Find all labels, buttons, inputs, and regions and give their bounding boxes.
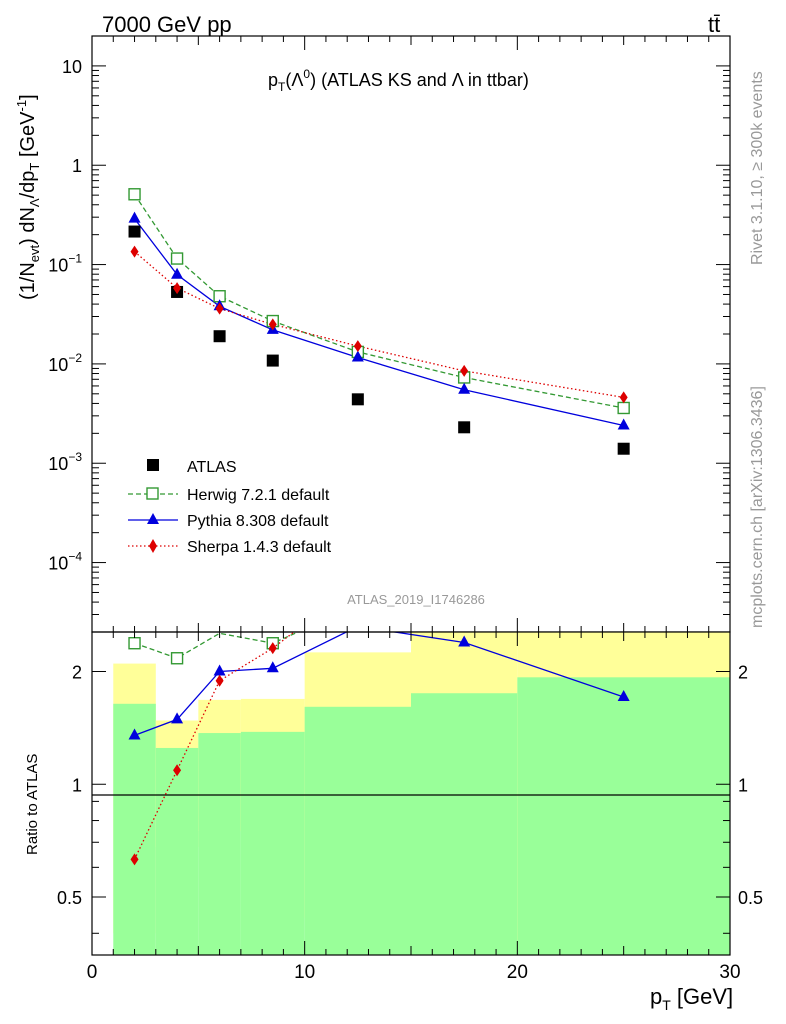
x-tick-label: 30: [719, 962, 740, 983]
main-point-sherpa: [130, 245, 139, 258]
main-y-tick-label: 10: [62, 57, 82, 77]
ratio-y-tick-label-left: 1: [72, 775, 82, 795]
x-axis-title: pT [GeV]: [650, 984, 733, 1013]
mcplots-label: mcplots.cern.ch [arXiv:1306.3436]: [749, 386, 766, 628]
main-y-tick-label: 10−4: [48, 550, 82, 574]
ratio-band-inner: [155, 747, 199, 955]
main-point-atlas: [213, 330, 226, 343]
ratio-bands-layer: [113, 632, 730, 955]
ratio-point-pythia: [458, 635, 471, 647]
legend-herwig-label: Herwig 7.2.1 default: [187, 487, 330, 504]
ratio-point-sherpa: [215, 674, 224, 687]
ratio-point-pythia: [617, 689, 630, 701]
ratio-point-sherpa: [268, 642, 277, 655]
header-process: tt̄: [708, 12, 720, 37]
legend-pythia-marker: [147, 513, 159, 524]
ratio-ticks: [91, 632, 731, 955]
ratio-point-sherpa: [130, 853, 139, 866]
legend-atlas-label: ATLAS: [187, 459, 237, 476]
ratio-band-inner: [517, 677, 730, 955]
legend-sherpa-marker: [149, 539, 157, 553]
main-series-layer: [128, 188, 630, 455]
main-point-sherpa: [173, 282, 182, 295]
ratio-y-tick-label-right: 1: [738, 775, 748, 795]
legend-pythia-label: Pythia 8.308 default: [187, 513, 329, 530]
main-line-herwig: [133, 193, 624, 409]
ratio-tick-labels: 0.5 0.51 12 20 10 20 30: [57, 663, 763, 983]
main-point-herwig: [128, 188, 141, 201]
main-point-sherpa: [353, 340, 362, 353]
main-point-herwig: [170, 252, 184, 265]
ratio-panel: 0.5 0.51 12 20 10 20 30 Ratio to ATLAS pT [GeV…: [24, 631, 763, 1013]
main-y-tick-labels: 10 1 10−1 10−2 10−3 10−4: [48, 57, 82, 574]
main-ticks: [91, 35, 731, 633]
ratio-y-tick-label-left: 0.5: [57, 888, 82, 908]
main-point-sherpa: [460, 364, 469, 377]
analysis-id: ATLAS_2019_I1746286: [347, 592, 485, 607]
main-y-tick-label: 10−2: [48, 351, 82, 375]
ratio-band-inner: [240, 731, 305, 955]
legend: ATLAS Herwig 7.2.1 default Pythia 8.308 …: [128, 459, 332, 556]
main-point-atlas: [617, 442, 630, 455]
main-y-tick-label: 1: [72, 156, 82, 176]
ratio-point-herwig: [170, 652, 184, 665]
main-point-sherpa: [215, 302, 224, 315]
ratio-series-layer: [128, 632, 630, 866]
x-tick-label: 0: [87, 962, 98, 983]
main-point-sherpa: [619, 391, 628, 404]
ratio-band-inner: [304, 706, 411, 955]
ratio-point-pythia: [266, 661, 279, 673]
ratio-y-axis-title: Ratio to ATLAS: [24, 754, 41, 855]
ratio-y-tick-label-right: 0.5: [738, 888, 763, 908]
main-point-sherpa: [268, 318, 277, 331]
main-point-pythia: [171, 267, 184, 279]
main-line-sherpa: [134, 251, 624, 399]
ratio-point-pythia: [171, 712, 184, 724]
ratio-band-inner: [198, 733, 241, 955]
legend-atlas-marker: [147, 459, 159, 471]
main-point-pythia: [617, 418, 630, 430]
main-point-pythia: [458, 382, 471, 394]
x-tick-label: 20: [507, 962, 528, 983]
ratio-band-inner: [411, 693, 518, 955]
main-point-atlas: [351, 393, 364, 406]
main-point-atlas: [458, 421, 471, 434]
plot-title: pT(Λ0) (ATLAS KS and Λ in ttbar): [268, 67, 529, 94]
ratio-y-tick-label-left: 2: [72, 663, 82, 683]
ratio-point-herwig: [128, 637, 141, 650]
ratio-point-sherpa: [173, 764, 182, 777]
header-energy: 7000 GeV pp: [102, 12, 232, 37]
legend-sherpa-label: Sherpa 1.4.3 default: [187, 539, 332, 556]
x-tick-label: 10: [294, 962, 315, 983]
main-y-axis-title: (1/Nevt) dNΛ/dpT [GeV-1]: [14, 94, 42, 300]
ratio-band-inner: [113, 703, 156, 955]
main-point-pythia: [128, 211, 141, 223]
main-y-tick-label: 10−3: [48, 450, 82, 474]
ratio-point-pythia: [213, 664, 226, 676]
ratio-point-pythia: [128, 728, 141, 740]
main-point-atlas: [266, 354, 279, 367]
ratio-y-tick-label-right: 2: [738, 663, 748, 683]
legend-herwig-marker: [146, 487, 159, 500]
rivet-label: Rivet 3.1.10, ≥ 300k events: [749, 71, 766, 265]
ratio-series-clipped: [128, 632, 630, 866]
main-panel: 10 1 10−1 10−2 10−3 10−4 pT(Λ0) (ATLAS KS and…: [14, 35, 731, 633]
main-y-tick-label: 10−1: [48, 252, 82, 276]
main-point-pythia: [351, 350, 364, 362]
main-point-atlas: [128, 225, 141, 238]
main-point-herwig: [617, 401, 630, 415]
